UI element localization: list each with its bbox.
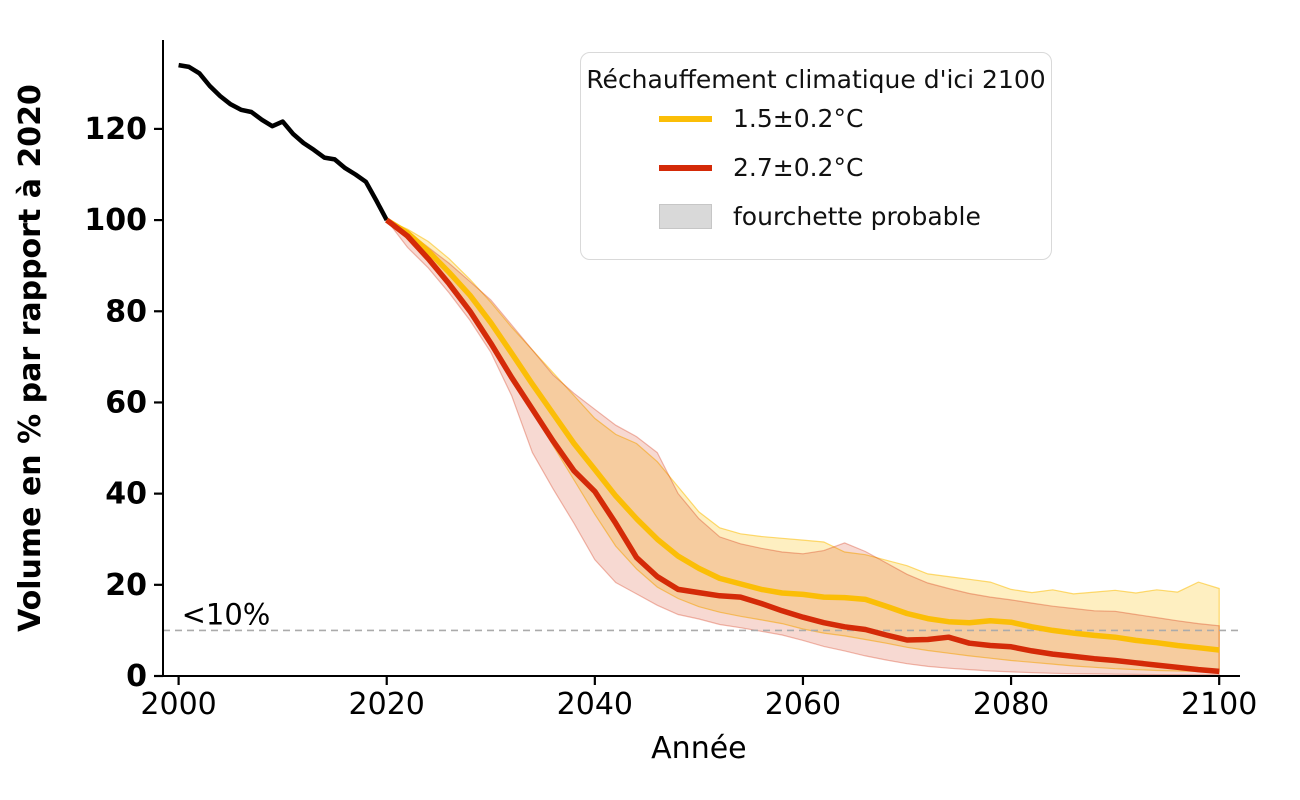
uncertainty-bands <box>386 219 1220 676</box>
line-historique <box>178 62 389 222</box>
legend-item-label: 2.7±0.2°C <box>733 153 864 182</box>
legend-item-1p5: 1.5±0.2°C <box>581 94 1051 143</box>
line-1.5±0.2°C <box>385 217 1220 653</box>
y-tick-label: 60 <box>105 385 147 420</box>
x-tick-label: 2100 <box>1181 687 1257 722</box>
y-tick-label: 0 <box>126 659 147 694</box>
legend-item-label: 1.5±0.2°C <box>733 104 864 133</box>
y-axis-label: Volume en % par rapport à 2020 <box>13 84 48 632</box>
legend-line-swatch-red <box>659 164 712 171</box>
y-tick-label: 80 <box>105 294 147 329</box>
legend-title: Réchauffement climatique d'ici 2100 <box>586 65 1046 94</box>
y-tick-label: 20 <box>105 568 147 603</box>
threshold-annotation: <10% <box>182 597 271 631</box>
x-tick-label: 2080 <box>973 687 1049 722</box>
data-lines <box>178 62 1220 675</box>
legend-line-swatch-yellow <box>659 115 712 122</box>
x-tick-label: 2040 <box>557 687 633 722</box>
x-axis-label: Année <box>651 731 746 766</box>
legend-box: Réchauffement climatique d'ici 2100 1.5±… <box>580 52 1052 260</box>
y-tick-label: 120 <box>84 112 147 147</box>
x-tick-label: 2000 <box>140 687 216 722</box>
band-2.7±0.2°C <box>386 219 1220 676</box>
legend-item-likely-range: fourchette probable <box>581 192 1051 241</box>
y-tick-label: 100 <box>84 203 147 238</box>
legend-patch-swatch-gray <box>659 204 712 229</box>
axes-spines <box>162 40 1240 677</box>
legend-item-2p7: 2.7±0.2°C <box>581 143 1051 192</box>
y-tick-label: 40 <box>105 477 147 512</box>
line-2.7±0.2°C <box>385 217 1220 675</box>
x-tick-label: 2020 <box>349 687 425 722</box>
legend-item-label: fourchette probable <box>733 202 981 231</box>
x-tick-label: 2060 <box>765 687 841 722</box>
